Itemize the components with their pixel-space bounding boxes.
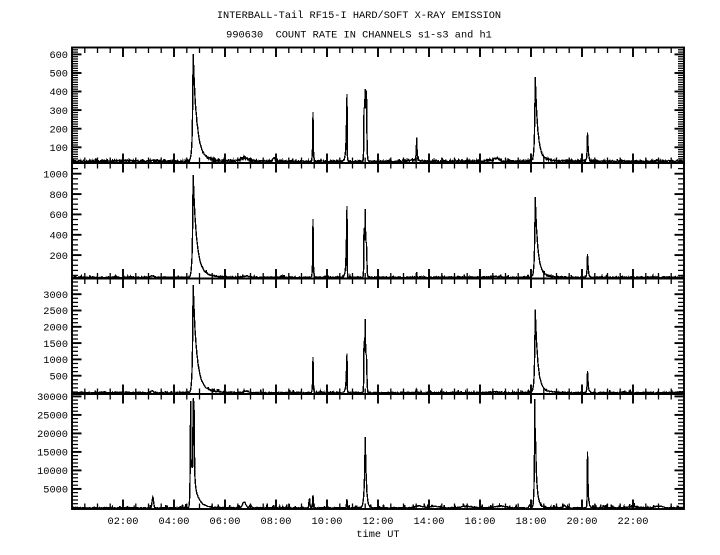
svg-text:400: 400	[49, 230, 68, 242]
svg-text:200: 200	[49, 251, 68, 263]
svg-text:400: 400	[49, 87, 68, 99]
svg-text:500: 500	[49, 371, 68, 383]
svg-text:INTERBALL-Tail RF15-I HARD/SOF: INTERBALL-Tail RF15-I HARD/SOFT X-RAY EM…	[217, 10, 501, 22]
svg-text:600: 600	[49, 50, 68, 62]
svg-text:12:00: 12:00	[363, 516, 394, 528]
svg-text:02:00: 02:00	[108, 516, 139, 528]
svg-text:10000: 10000	[37, 466, 68, 478]
svg-text:1000: 1000	[43, 169, 68, 181]
svg-text:08:00: 08:00	[261, 516, 292, 528]
svg-text:25000: 25000	[37, 411, 68, 423]
svg-text:30000: 30000	[37, 392, 68, 404]
svg-text:300: 300	[49, 106, 68, 118]
svg-text:18:00: 18:00	[516, 516, 547, 528]
svg-text:5000: 5000	[43, 485, 68, 497]
svg-text:800: 800	[49, 190, 68, 202]
svg-text:16:00: 16:00	[465, 516, 496, 528]
svg-text:2500: 2500	[43, 306, 68, 318]
svg-text:1000: 1000	[43, 355, 68, 367]
svg-text:200: 200	[49, 124, 68, 136]
svg-text:20:00: 20:00	[567, 516, 598, 528]
svg-text:1500: 1500	[43, 339, 68, 351]
svg-text:15000: 15000	[37, 448, 68, 460]
svg-text:500: 500	[49, 69, 68, 81]
svg-text:14:00: 14:00	[414, 516, 445, 528]
svg-text:04:00: 04:00	[159, 516, 190, 528]
svg-text:20000: 20000	[37, 429, 68, 441]
svg-text:2000: 2000	[43, 323, 68, 335]
svg-text:600: 600	[49, 210, 68, 222]
svg-text:3000: 3000	[43, 290, 68, 302]
svg-text:22:00: 22:00	[618, 516, 649, 528]
svg-text:06:00: 06:00	[210, 516, 241, 528]
svg-text:100: 100	[49, 143, 68, 155]
svg-text:990630 COUNT RATE IN CHANNELS: 990630 COUNT RATE IN CHANNELS s1-s3 and …	[226, 30, 492, 42]
svg-text:time UT: time UT	[356, 529, 399, 541]
svg-text:10:00: 10:00	[312, 516, 343, 528]
